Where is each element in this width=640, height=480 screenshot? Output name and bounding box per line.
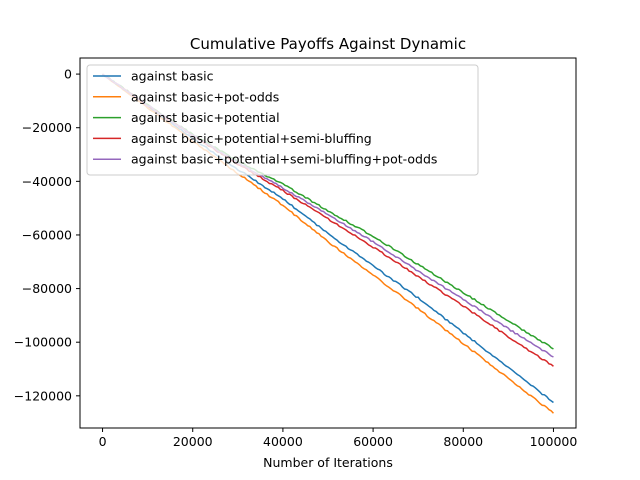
legend-box: [86, 64, 479, 176]
legend-entry-2: against basic+pot-odds: [131, 89, 279, 104]
x-tick-label: 60000: [353, 434, 393, 449]
y-tick-label: −100000: [14, 335, 72, 350]
y-tick-label: −80000: [22, 281, 72, 296]
legend-entry-5: against basic+potential+semi-bluffing+po…: [131, 152, 437, 167]
y-tick-label: 0: [64, 67, 72, 82]
x-tick-label: 80000: [443, 434, 483, 449]
legend-entry-1: against basic: [131, 69, 214, 84]
y-tick-label: −60000: [22, 227, 72, 242]
legend-entry-3: against basic+potential: [131, 110, 280, 125]
x-tick-label: 0: [99, 434, 107, 449]
y-tick-label: −120000: [14, 388, 72, 403]
x-tick-label: 20000: [173, 434, 213, 449]
x-tick-label: 100000: [530, 434, 578, 449]
x-tick-label: 40000: [263, 434, 303, 449]
x-axis-label: Number of Iterations: [263, 455, 393, 470]
legend-entry-4: against basic+potential+semi-bluffing: [131, 131, 372, 146]
y-tick-label: −20000: [22, 120, 72, 135]
chart-title: Cumulative Payoffs Against Dynamic: [190, 35, 466, 53]
y-axis: 0 −20000 −40000 −60000 −80000 −100000 −120000: [14, 67, 80, 403]
x-axis: 0 20000 40000 60000 80000 100000: [99, 428, 578, 449]
y-tick-label: −40000: [22, 174, 72, 189]
plot-frame: [79, 57, 577, 429]
legend: against basic against basic+pot-odds again…: [86, 64, 479, 176]
